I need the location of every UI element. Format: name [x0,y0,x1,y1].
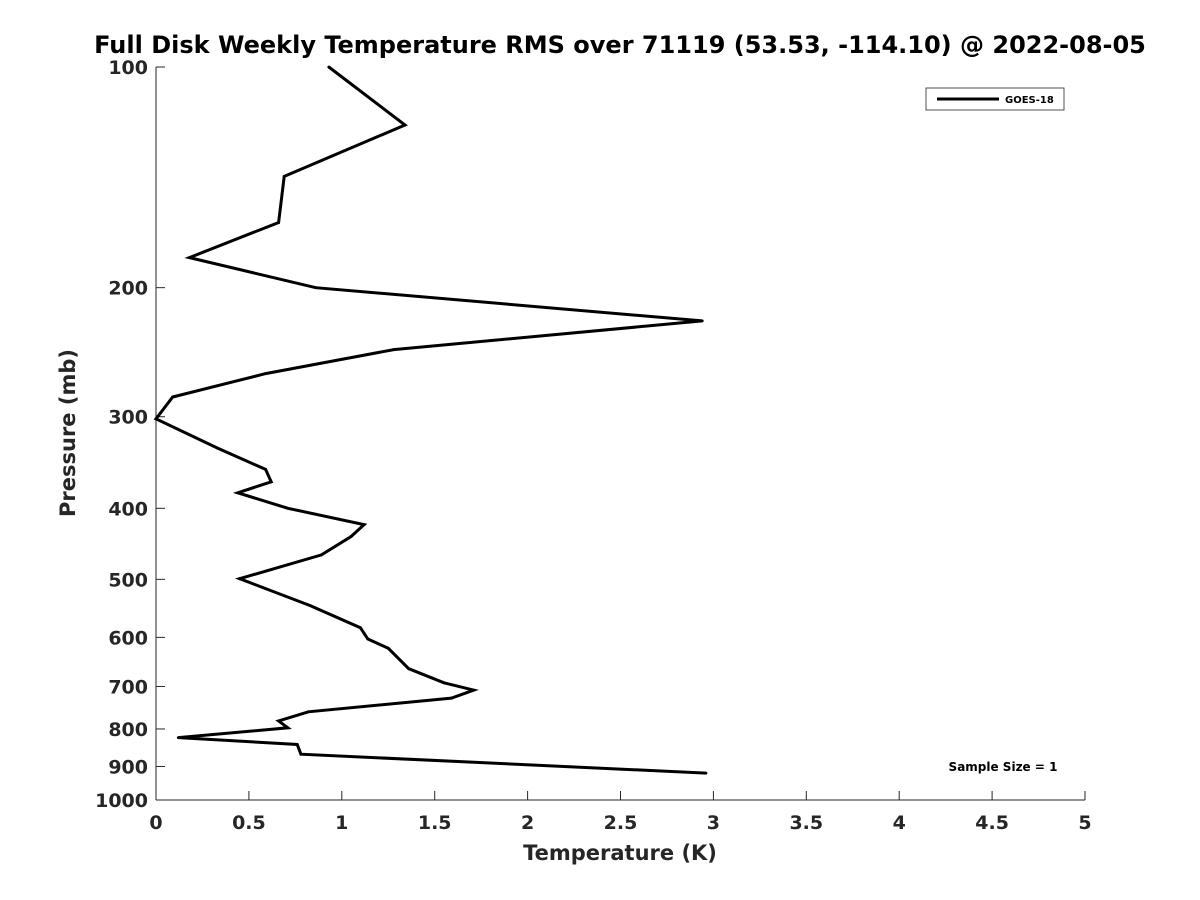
data-point [299,752,303,756]
data-point [269,480,273,484]
data-point [403,123,407,127]
data-point [282,174,286,178]
y-tick-label: 200 [108,278,148,300]
x-tick-label: 4 [893,812,906,834]
data-point [392,348,396,352]
x-ticks: 0 0.5 1 1.5 2 2.5 3 3.5 4 4.5 5 [149,791,1092,834]
x-tick-label: 1 [335,812,348,834]
data-point [704,771,708,775]
x-tick-label: 0.5 [232,812,266,834]
data-point [264,468,268,471]
plot-area [156,67,1085,800]
data-point [308,604,312,608]
y-ticks: 100 200 300 400 500 600 700 800 900 1000 [95,57,165,812]
data-point [176,736,180,740]
y-tick-label: 400 [108,498,148,520]
data-point [362,523,366,526]
data-point [327,65,331,69]
data-point [407,667,411,671]
data-point [472,688,476,692]
data-point [295,743,299,746]
data-point [215,446,219,450]
x-tick-label: 3.5 [789,812,823,834]
data-point [286,506,290,510]
y-tick-label: 700 [108,676,148,698]
data-point [442,681,446,685]
data-point [264,372,268,376]
y-tick-label: 1000 [95,790,148,812]
x-tick-label: 1.5 [418,812,452,834]
y-tick-label: 800 [108,719,148,741]
data-point [386,646,390,650]
data-point [154,417,158,421]
sample-size-annotation: Sample Size = 1 [949,760,1058,774]
data-point [306,710,310,714]
legend: GOES-18 [925,87,1065,111]
x-tick-label: 0 [149,812,162,834]
y-tick-label: 100 [108,57,148,79]
data-point [236,491,240,495]
data-point [314,286,318,290]
data-point [277,719,281,723]
chart-title: Full Disk Weekly Temperature RMS over 71… [94,31,1146,59]
data-point [171,395,175,399]
x-tick-label: 2 [521,812,534,834]
data-point [349,535,353,538]
data-point [277,221,281,224]
x-tick-label: 3 [707,812,720,834]
legend-entry-goes-18: GOES-18 [1005,95,1054,106]
y-tick-label: 900 [108,756,148,778]
x-axis-label: Temperature (K) [523,841,717,865]
x-tick-label: 5 [1078,812,1091,834]
x-tick-label: 2.5 [604,812,638,834]
data-point [188,256,191,260]
series-layer [153,65,708,775]
data-point [319,553,323,557]
y-tick-label: 600 [108,627,148,649]
data-point [238,577,242,581]
data-point [286,726,290,730]
y-axis-label: Pressure (mb) [56,349,80,517]
data-point [700,319,704,323]
y-tick-label: 500 [108,569,148,591]
data-point [450,696,453,700]
y-tick-label: 300 [108,407,148,429]
data-point [366,637,370,641]
x-tick-label: 4.5 [975,812,1009,834]
data-point [358,626,362,630]
